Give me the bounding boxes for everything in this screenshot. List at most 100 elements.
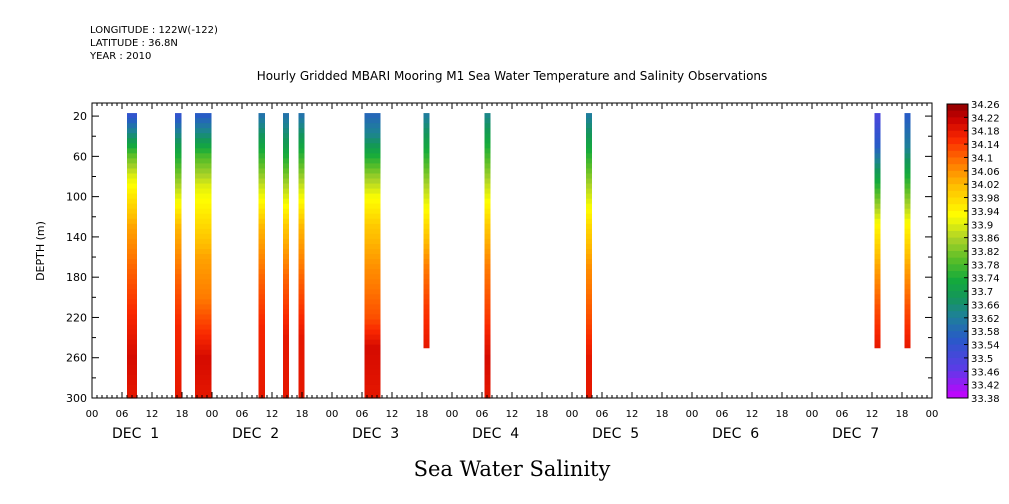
x-tick-label: 00: [86, 409, 99, 420]
heatmap-cell: [484, 128, 491, 134]
heatmap-cell: [175, 314, 182, 321]
heatmap-cell: [195, 354, 212, 361]
heatmap-cell: [195, 213, 212, 220]
heatmap-cell: [364, 374, 381, 381]
heatmap-cell: [904, 254, 911, 260]
x-tick-label: 00: [806, 409, 819, 420]
colorbar-swatch: [947, 117, 968, 125]
heatmap-cell: [127, 379, 137, 386]
heatmap-cell: [195, 294, 212, 300]
heatmap-cell: [298, 128, 305, 134]
colorbar-swatch: [947, 204, 968, 212]
profile-column: [127, 113, 137, 399]
heatmap-cell: [586, 259, 592, 265]
colorbar-label: 33.54: [971, 341, 1000, 352]
heatmap-cell: [175, 203, 182, 210]
heatmap-cell: [195, 309, 212, 316]
colorbar-swatch: [947, 324, 968, 332]
heatmap-cell: [127, 118, 137, 124]
heatmap-cell: [874, 238, 881, 245]
heatmap-cell: [484, 193, 491, 200]
heatmap-cell: [423, 264, 430, 270]
heatmap-cell: [195, 218, 212, 225]
heatmap-cell: [586, 304, 592, 310]
heatmap-cell: [258, 228, 265, 235]
heatmap-cell: [195, 178, 212, 185]
x-tick-label: 06: [596, 409, 609, 420]
heatmap-cell: [283, 324, 289, 331]
heatmap-cell: [484, 364, 491, 371]
heatmap-cell: [258, 309, 265, 316]
heatmap-cell: [874, 158, 881, 165]
heatmap-cell: [904, 148, 911, 154]
colorbar-swatch: [947, 351, 968, 359]
heatmap-cell: [175, 349, 182, 356]
heatmap-cell: [586, 369, 592, 376]
heatmap-cell: [586, 218, 592, 225]
heatmap-cell: [258, 369, 265, 376]
heatmap-cell: [283, 359, 289, 366]
heatmap-cell: [175, 238, 182, 245]
heatmap-cell: [586, 279, 592, 285]
heatmap-cell: [175, 389, 182, 396]
heatmap-cell: [283, 334, 289, 341]
heatmap-cell: [195, 193, 212, 200]
heatmap-cell: [195, 274, 212, 280]
heatmap-cell: [127, 354, 137, 361]
heatmap-cell: [586, 269, 592, 275]
heatmap-cell: [298, 183, 305, 190]
colorbar-swatch: [947, 104, 968, 112]
heatmap-cell: [258, 279, 265, 285]
heatmap-cell: [484, 349, 491, 356]
x-tick-label: 12: [146, 409, 159, 420]
heatmap-cell: [195, 349, 212, 356]
heatmap-cell: [364, 304, 381, 310]
colorbar-label: 33.38: [971, 394, 1000, 405]
heatmap-cell: [195, 284, 212, 290]
colorbar-swatch: [947, 377, 968, 386]
heatmap-cell: [175, 309, 182, 316]
heatmap-cell: [423, 138, 430, 144]
heatmap-cell: [364, 344, 381, 351]
heatmap-cell: [298, 269, 305, 275]
heatmap-cell: [258, 319, 265, 326]
heatmap-cell: [127, 203, 137, 210]
heatmap-cell: [364, 188, 381, 195]
heatmap-cell: [195, 143, 212, 149]
heatmap-cell: [874, 118, 881, 124]
heatmap-cell: [283, 153, 289, 159]
heatmap-cell: [904, 123, 911, 129]
colorbar-swatch: [947, 337, 968, 346]
heatmap-cell: [364, 299, 381, 305]
heatmap-cell: [586, 153, 592, 159]
colorbar-swatch: [947, 297, 968, 305]
heatmap-cell: [298, 264, 305, 270]
heatmap-cell: [364, 274, 381, 280]
colorbar-swatch: [947, 237, 968, 245]
heatmap-cell: [283, 379, 289, 386]
heatmap-cell: [195, 248, 212, 255]
heatmap-cell: [175, 324, 182, 331]
heatmap-cell: [195, 203, 212, 210]
heatmap-cell: [283, 354, 289, 361]
heatmap-cell: [258, 153, 265, 159]
heatmap-cell: [258, 143, 265, 149]
x-tick-label: 18: [656, 409, 669, 420]
heatmap-cell: [364, 133, 381, 139]
heatmap-cell: [364, 208, 381, 215]
colorbar-label: 34.06: [971, 167, 1000, 178]
heatmap-cell: [364, 128, 381, 134]
heatmap-cell: [423, 228, 430, 235]
colorbar-swatch: [947, 157, 968, 165]
heatmap-cell: [364, 238, 381, 245]
heatmap-cell: [258, 183, 265, 190]
heatmap-cell: [258, 294, 265, 300]
heatmap-cell: [298, 248, 305, 255]
colorbar-label: 33.66: [971, 300, 1000, 311]
heatmap-cell: [175, 228, 182, 235]
heatmap-cell: [175, 329, 182, 336]
heatmap-cell: [904, 128, 911, 134]
colorbar-swatch: [947, 110, 968, 118]
heatmap-cell: [364, 314, 381, 321]
heatmap-cell: [283, 319, 289, 326]
